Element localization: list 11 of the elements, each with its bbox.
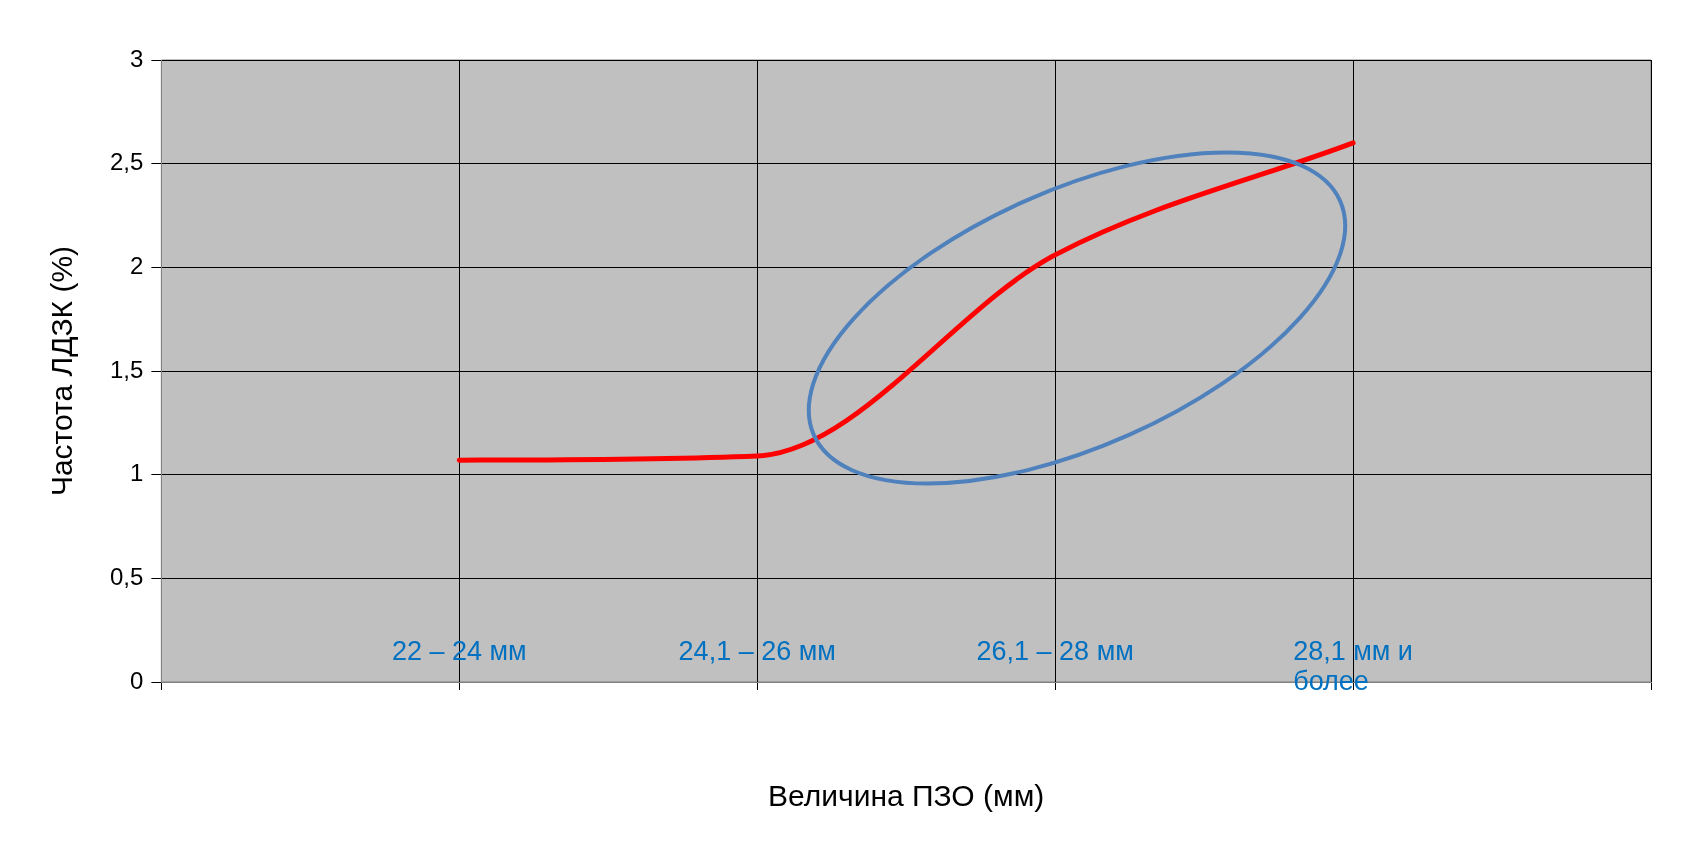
y-axis-title: Частота ЛДЗК (%) <box>45 245 79 497</box>
y-tick-label: 0,5 <box>109 562 144 590</box>
y-tick-label: 3 <box>130 44 144 72</box>
x-tick-label: 26,1 – 28 мм <box>976 636 1134 666</box>
x-tick-label: 24,1 – 26 мм <box>678 636 836 666</box>
y-tick-label: 1 <box>130 459 144 487</box>
x-axis-title: Величина ПЗО (мм) <box>768 779 1045 813</box>
y-tick-label: 1,5 <box>109 355 144 383</box>
y-tick-label: 2 <box>130 251 144 279</box>
y-tick-label: 0 <box>130 666 144 694</box>
y-tick-label: 2,5 <box>109 148 144 176</box>
